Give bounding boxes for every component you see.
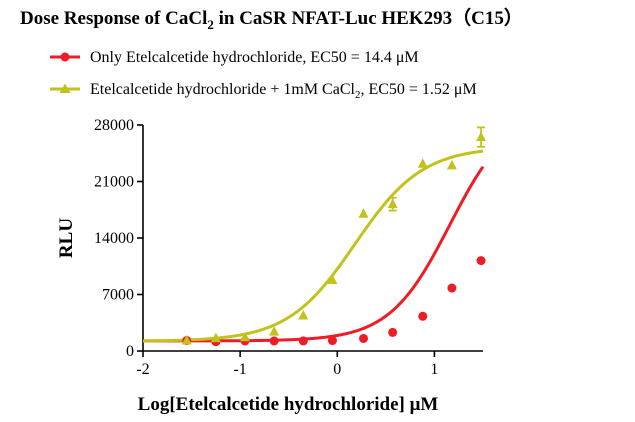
data-points [181,126,487,347]
legend-entry-etelcalcetide-cacl2: Etelcalcetide hydrochloride + 1mM CaCl2,… [50,81,477,101]
chart-title-main: Dose Response of CaCl [20,8,207,29]
x-tick-label: 0 [333,361,341,378]
data-point-triangle [476,131,487,142]
chart-title-subscript: 2 [207,17,214,32]
y-tick-label: 14000 [94,230,134,247]
legend: Only Etelcalcetide hydrochloride, EC50 =… [50,49,477,101]
legend-label-series-2-rest: , EC50 = 1.52 μM [360,81,476,98]
legend-marker-circle [60,52,70,62]
data-point-circle [418,311,428,321]
fit-curve-series-1 [143,165,485,343]
data-point-triangle [387,198,398,209]
x-tick-label: -1 [233,361,246,378]
data-point-circle [269,336,279,346]
legend-marker-triangle [59,83,71,93]
legend-label-series-1-text: Only Etelcalcetide hydrochloride, EC50 =… [90,49,419,66]
data-point-triangle [417,158,428,168]
data-point-triangle [298,309,309,320]
data-point-triangle [240,331,250,342]
data-point-triangle [181,335,192,345]
data-point-triangle [327,274,338,284]
axes: 0 7000 14000 21000 28000 -2 -1 0 1 [94,117,483,378]
y-tick-label: 7000 [102,287,134,304]
x-tick-label: 1 [430,361,438,378]
legend-entry-only-etelcalcetide: Only Etelcalcetide hydrochloride, EC50 =… [50,49,419,66]
legend-label-series-2-main: Etelcalcetide hydrochloride + 1mM CaCl [90,81,356,98]
y-axis-label: RLU [56,218,77,258]
data-point-triangle [210,332,221,343]
data-point-circle [476,256,486,266]
chart-title-rest: in CaSR NFAT-Luc HEK293（C15） [214,6,523,29]
fit-curves [142,149,485,343]
y-tick-label: 0 [126,343,134,360]
chart-title: Dose Response of CaCl2 in CaSR NFAT-Luc … [20,6,523,32]
y-tick-label: 21000 [94,174,134,191]
data-point-circle [298,336,308,346]
data-point-circle [359,333,369,343]
fit-curve-series-2 [142,149,484,343]
data-point-triangle [446,159,457,170]
legend-label-series-2: Etelcalcetide hydrochloride + 1mM CaCl2,… [90,81,477,101]
x-axis-label: Log[Etelcalcetide hydrochloride] μM [138,394,439,415]
data-point-circle [388,327,398,337]
y-tick-label: 28000 [94,117,134,134]
legend-label-series-2-subscript: 2 [355,89,361,101]
data-point-circle [327,336,337,346]
legend-label-series-1: Only Etelcalcetide hydrochloride, EC50 =… [90,49,419,66]
x-tick-label: -2 [136,361,149,378]
data-point-circle [447,283,457,293]
data-point-triangle [358,208,369,218]
data-point-triangle [269,326,280,336]
